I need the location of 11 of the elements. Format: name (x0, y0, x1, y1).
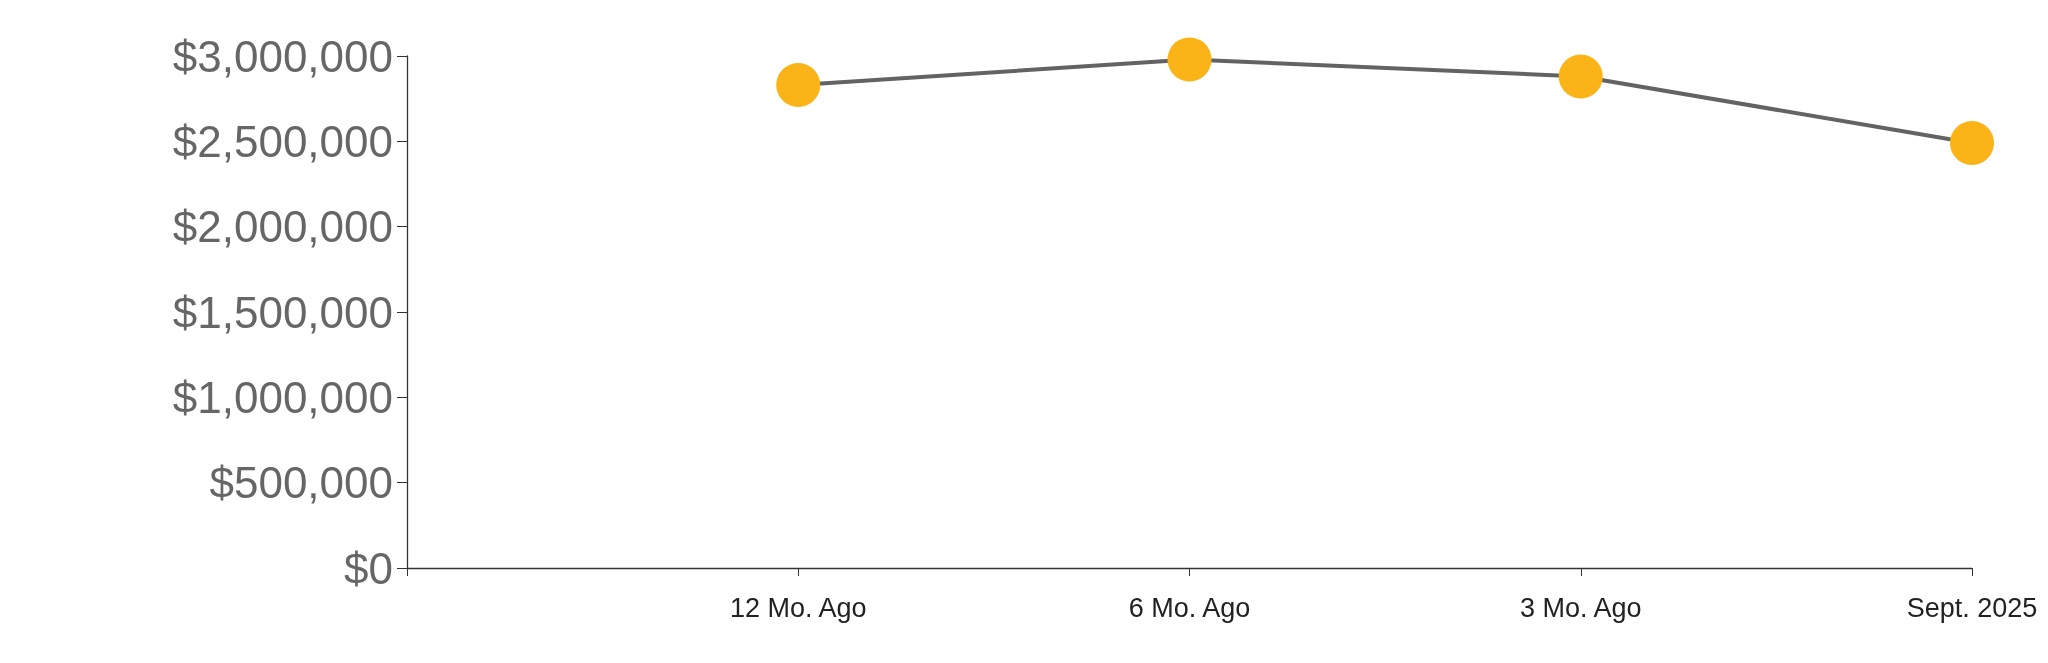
y-tick-label: $500,000 (209, 458, 393, 508)
x-tick-label: 3 Mo. Ago (1519, 592, 1642, 623)
x-tick-label: Sept. 2025 (1906, 592, 2038, 623)
x-tick-label: 12 Mo. Ago (729, 592, 867, 623)
y-tick-label: $2,500,000 (172, 116, 393, 166)
y-tick-label: $3,000,000 (172, 31, 393, 81)
y-tick-label: $1,000,000 (172, 372, 393, 422)
y-tick-label: $1,500,000 (172, 287, 393, 337)
y-tick-label: $2,000,000 (172, 202, 393, 252)
x-tick-label: 6 Mo. Ago (1128, 592, 1251, 623)
y-tick-label: $0 (344, 543, 393, 593)
